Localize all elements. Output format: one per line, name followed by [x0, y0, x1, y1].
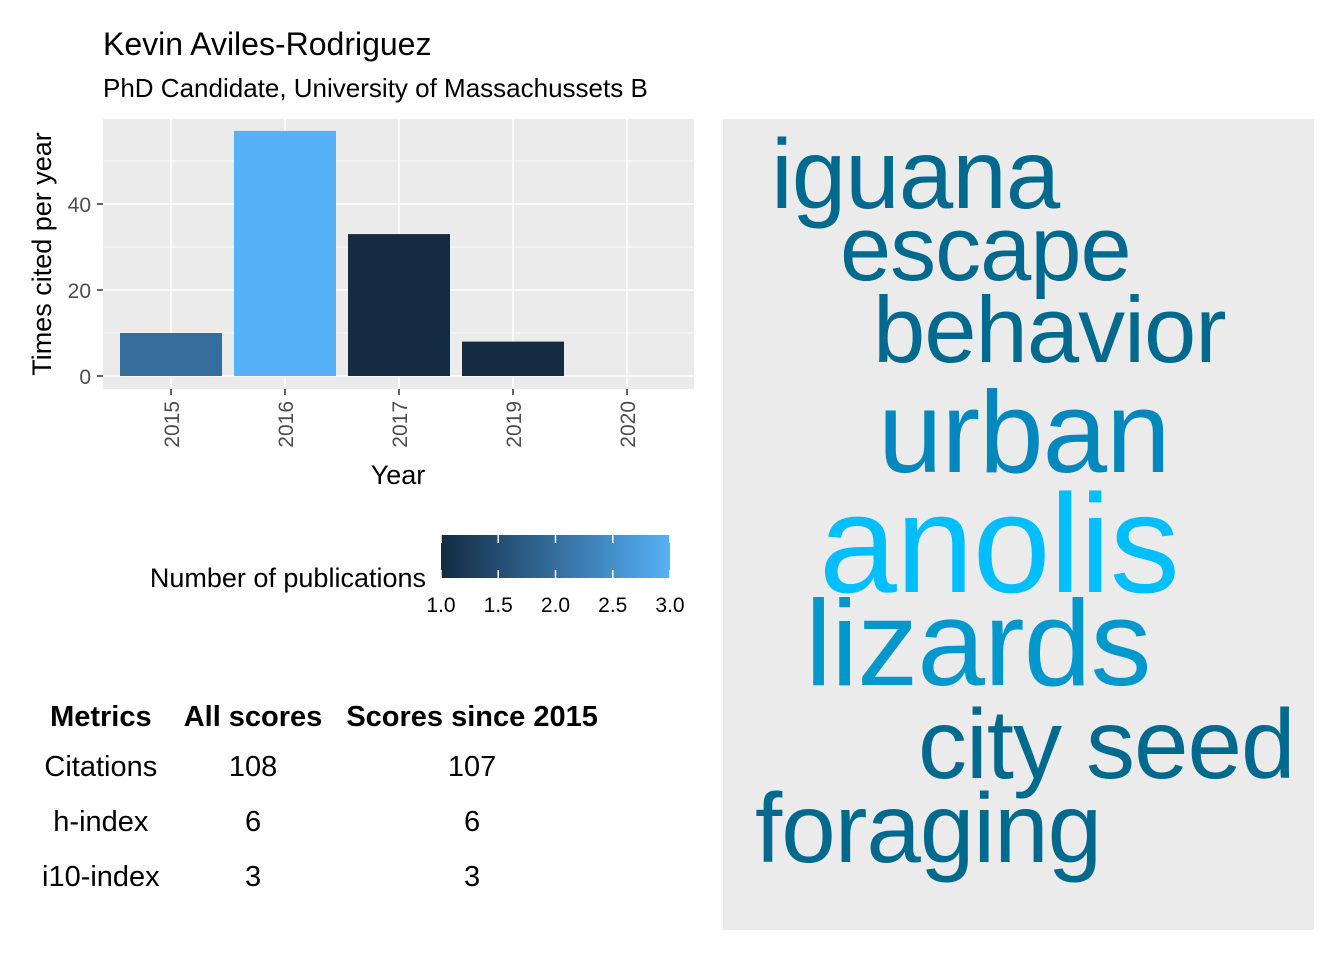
y-tick-label: 40	[68, 194, 91, 217]
metric-since-2015: 3	[464, 861, 481, 893]
chart-title: Kevin Aviles-Rodriguez	[103, 26, 432, 62]
word-cloud: iguana escape behavior urban anolis liza…	[723, 119, 1314, 930]
legend-tick-label: 1.0	[426, 594, 455, 617]
table-row: Citations 108 107	[30, 740, 610, 795]
x-tick-label: 2015	[161, 401, 184, 448]
metrics-header-cell: All scores	[183, 700, 323, 733]
x-axis-title: Year	[371, 460, 426, 490]
metric-all-scores: 3	[244, 861, 262, 893]
word-seed: seed	[1086, 689, 1296, 799]
x-tick-label: 2020	[617, 401, 640, 448]
metric-name: Citations	[44, 751, 158, 783]
metrics-header-cell: Scores since 2015	[346, 700, 598, 733]
y-axis-title: Times cited per year	[27, 132, 57, 376]
word-foraging: foraging	[755, 773, 1102, 883]
metric-name: i10-index	[42, 861, 160, 893]
metrics-header-row: Metrics All scores Scores since 2015	[30, 694, 610, 740]
metrics-table: Metrics All scores Scores since 2015 Cit…	[30, 694, 610, 905]
word-anolis: anolis	[819, 465, 1180, 622]
legend-tick-label: 2.0	[541, 594, 570, 617]
word-behavior: behavior	[873, 277, 1227, 382]
table-row: i10-index 3 3	[30, 850, 610, 905]
metric-all-scores: 108	[228, 751, 278, 783]
word-iguana: iguana	[771, 119, 1060, 229]
metric-all-scores: 6	[244, 806, 262, 838]
table-row: h-index 6 6	[30, 795, 610, 850]
x-tick-label: 2017	[389, 401, 412, 448]
word-urban: urban	[878, 367, 1171, 497]
bar-2017	[348, 234, 450, 376]
bar-2019	[462, 341, 564, 376]
word-city: city	[918, 689, 1062, 799]
y-tick-label: 0	[79, 366, 91, 389]
word-escape: escape	[840, 198, 1132, 300]
metrics-header-cell: Metrics	[50, 700, 152, 733]
word-lizards: lizards	[805, 575, 1152, 711]
legend-tick-label: 1.5	[484, 594, 513, 617]
metric-since-2015: 6	[464, 806, 481, 838]
metric-name: h-index	[53, 806, 149, 838]
legend-tick-label: 2.5	[598, 594, 627, 617]
bar-chart: 0 20 40 2015 2016 2017 2019 2020 Year Times cit…	[27, 119, 694, 617]
metric-since-2015: 107	[447, 751, 497, 783]
color-legend: Number of publications 1.0 1.5 2.0 2.5 3.0	[150, 535, 685, 617]
x-tick-label: 2016	[275, 401, 298, 448]
bar-2015	[120, 333, 222, 376]
legend-title: Number of publications	[150, 563, 426, 593]
y-tick-label: 20	[68, 280, 91, 303]
x-tick-label: 2019	[503, 401, 526, 448]
bar-2016	[234, 130, 336, 376]
chart-subtitle: PhD Candidate, University of Massachusse…	[103, 73, 648, 103]
legend-tick-label: 3.0	[655, 594, 684, 617]
